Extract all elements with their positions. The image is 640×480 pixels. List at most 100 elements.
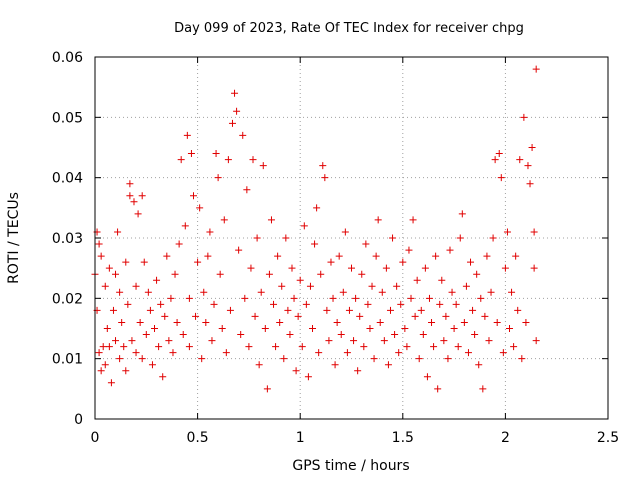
data-point: [116, 355, 124, 363]
data-point: [321, 174, 329, 182]
data-point: [339, 288, 347, 296]
data-point: [376, 318, 384, 326]
data-point: [231, 89, 239, 97]
y-tick-label: 0.02: [52, 291, 83, 307]
data-point: [327, 258, 335, 266]
y-axis-label: ROTI / TECUs: [6, 192, 22, 284]
data-point: [452, 300, 460, 308]
data-point: [138, 192, 146, 200]
data-point: [206, 228, 214, 236]
data-point: [397, 300, 405, 308]
data-point: [395, 349, 403, 357]
y-tick-label: 0.06: [52, 50, 83, 66]
data-point: [329, 294, 337, 302]
data-point: [356, 312, 364, 320]
x-tick-label: 1.5: [392, 430, 414, 446]
data-point: [97, 252, 105, 260]
data-point: [520, 113, 528, 121]
data-point: [120, 343, 128, 351]
data-point: [374, 216, 382, 224]
data-point: [386, 306, 394, 314]
data-point: [276, 318, 284, 326]
data-point: [401, 325, 409, 332]
data-point: [421, 264, 429, 272]
y-tick-label: 0.01: [52, 352, 83, 368]
data-point: [479, 385, 487, 393]
data-point: [352, 294, 360, 302]
y-tick-label: 0: [74, 412, 83, 428]
data-point: [212, 150, 220, 158]
data-point: [350, 337, 358, 345]
data-point: [105, 343, 113, 351]
data-point: [366, 325, 374, 332]
data-point: [288, 264, 296, 272]
data-point: [483, 252, 491, 260]
data-point: [442, 312, 450, 320]
data-point: [432, 252, 440, 260]
data-point: [292, 367, 300, 375]
data-point: [177, 156, 185, 164]
data-point: [274, 252, 282, 260]
data-point: [403, 343, 411, 351]
data-point: [337, 331, 345, 339]
data-point: [259, 162, 267, 170]
data-point: [261, 325, 269, 332]
data-point: [116, 288, 124, 296]
data-point: [144, 288, 152, 296]
data-point: [370, 355, 378, 363]
data-point: [319, 162, 327, 170]
x-tick-label: 2.5: [597, 430, 619, 446]
data-point: [481, 312, 489, 320]
data-point: [495, 150, 503, 158]
data-point: [444, 355, 452, 363]
data-point: [499, 349, 507, 357]
data-point: [368, 282, 376, 290]
data-point: [95, 349, 103, 357]
data-point: [485, 337, 493, 345]
data-point: [294, 312, 302, 320]
data-point: [315, 349, 323, 357]
data-point: [222, 349, 230, 357]
data-point: [389, 234, 397, 242]
data-point: [516, 156, 524, 164]
data-point: [384, 361, 392, 369]
chart-title: Day 099 of 2023, Rate Of TEC Index for r…: [174, 21, 524, 36]
data-point: [136, 318, 144, 326]
data-point: [458, 210, 466, 218]
data-point: [202, 318, 210, 326]
data-point: [249, 156, 257, 164]
data-point: [323, 306, 331, 314]
x-axis-ticks: 0 0.5 1 1.5 2 2.5: [91, 57, 619, 446]
data-point: [124, 300, 132, 308]
data-point: [101, 361, 109, 369]
data-point: [497, 174, 505, 182]
data-point: [460, 318, 468, 326]
data-point: [335, 252, 343, 260]
data-point: [192, 312, 200, 320]
data-point: [128, 337, 136, 345]
data-point: [187, 150, 195, 158]
data-point: [512, 252, 520, 260]
data-point: [97, 367, 105, 375]
data-point: [333, 318, 341, 326]
data-point: [130, 198, 138, 206]
data-point: [311, 240, 319, 248]
data-point: [434, 385, 442, 393]
data-point: [362, 240, 370, 248]
data-point: [528, 144, 536, 151]
data-point: [524, 162, 532, 170]
data-point: [267, 216, 275, 224]
data-point: [282, 234, 290, 242]
data-point: [265, 270, 273, 278]
data-point: [306, 282, 314, 290]
data-point: [112, 270, 120, 278]
data-point: [173, 318, 181, 326]
data-point: [526, 180, 534, 188]
data-point: [372, 252, 380, 260]
data-point: [419, 331, 427, 339]
data-point: [530, 228, 538, 236]
data-point: [189, 192, 197, 200]
data-point: [450, 325, 458, 332]
x-tick-label: 0.5: [186, 430, 208, 446]
data-point: [251, 312, 259, 320]
